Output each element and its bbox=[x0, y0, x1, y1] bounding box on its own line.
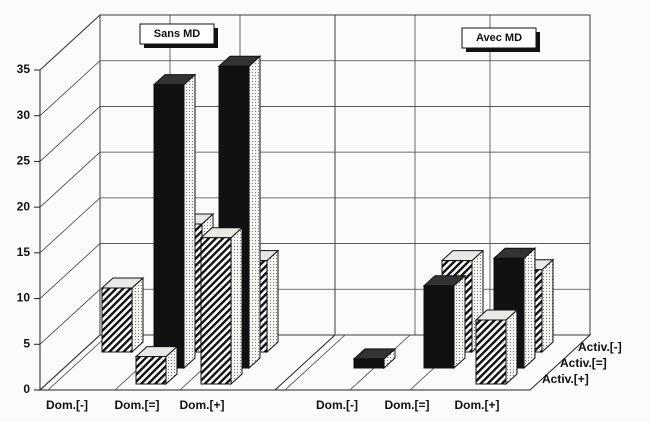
bar-side bbox=[453, 274, 466, 370]
y-tick-label: 15 bbox=[17, 245, 31, 259]
annotation-box bbox=[461, 27, 537, 49]
bar-side bbox=[266, 249, 279, 354]
y-tick-label: 10 bbox=[17, 291, 31, 305]
y-tick-label: 35 bbox=[17, 62, 31, 76]
bar bbox=[423, 285, 455, 369]
floor-line bbox=[47, 334, 109, 391]
bar bbox=[101, 287, 133, 353]
bar bbox=[153, 84, 185, 369]
x-tick-label: Dom.[=] bbox=[385, 398, 430, 412]
bar-side bbox=[183, 73, 196, 370]
bar-side bbox=[230, 226, 243, 386]
bar bbox=[353, 358, 385, 369]
bar-side bbox=[523, 247, 536, 370]
bar bbox=[135, 356, 167, 385]
bar-side bbox=[131, 276, 144, 354]
x-tick-label: Dom.[-] bbox=[316, 398, 358, 412]
bar-side bbox=[505, 308, 518, 386]
grid-line bbox=[39, 60, 590, 117]
legend-label: Activ.[=] bbox=[560, 356, 607, 370]
grid-line bbox=[39, 197, 590, 254]
x-tick-label: Dom.[+] bbox=[180, 398, 225, 412]
y-tick-label: 30 bbox=[17, 108, 31, 122]
y-tick-label: 20 bbox=[17, 199, 31, 213]
y-tick-label: 0 bbox=[23, 382, 30, 396]
panel-divider-floor bbox=[274, 334, 336, 391]
floor-line bbox=[284, 334, 346, 391]
annotation-box bbox=[139, 23, 215, 45]
legend-label: Activ.[+] bbox=[542, 372, 589, 386]
legend-label: Activ.[-] bbox=[578, 340, 622, 354]
bar-side bbox=[541, 258, 554, 354]
annotation: Avec MD bbox=[476, 32, 522, 44]
grid-line bbox=[39, 151, 590, 208]
bar bbox=[200, 237, 232, 385]
bar bbox=[475, 319, 507, 385]
y-tick-label: 25 bbox=[17, 154, 31, 168]
bar-side bbox=[248, 55, 261, 370]
bars bbox=[100, 55, 555, 386]
x-tick-label: Dom.[=] bbox=[115, 398, 160, 412]
x-tick-label: Dom.[-] bbox=[46, 398, 88, 412]
y-tick-label: 5 bbox=[23, 336, 30, 350]
annotation: Sans MD bbox=[154, 28, 201, 40]
x-tick-label: Dom.[+] bbox=[455, 398, 500, 412]
left-wall bbox=[39, 13, 101, 392]
labels: 0 5 10 15 20 25 30 35 Dom.[-] Dom.[=] Dom.[+] Dom.[… bbox=[17, 23, 622, 412]
grid-line bbox=[39, 106, 590, 162]
